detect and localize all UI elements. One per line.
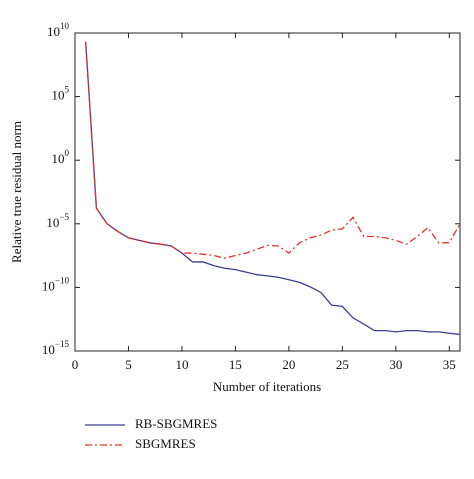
y-tick-label: 10−10 [42,275,70,293]
x-tick-label: 30 [389,357,402,372]
x-tick-label: 0 [72,357,79,372]
y-tick-label: 10−15 [42,339,70,357]
y-axis-label: Relative true residual norm [9,121,24,263]
x-tick-label: 25 [336,357,349,372]
y-tick-base: 10 [42,342,55,357]
y-tick-base: 10 [46,215,59,230]
y-tick-exponent: 5 [65,85,70,95]
x-tick-label: 20 [282,357,295,372]
y-tick-base: 10 [52,88,65,103]
x-tick-label: 10 [175,357,188,372]
plot-frame [74,32,461,352]
y-tick-exponent: 0 [65,148,70,158]
series-line [85,41,461,336]
y-tick-exponent: −5 [59,212,69,222]
x-tick-label: 15 [229,357,242,372]
y-tick-label: 1010 [47,21,70,39]
y-tick-exponent: −15 [55,339,70,349]
x-tick-label: 35 [443,357,456,372]
series-line [85,41,461,259]
y-tick-label: 105 [52,85,70,103]
y-tick-label: 100 [52,148,70,166]
legend-label: SBGMRES [135,436,196,451]
x-axis-label: Number of iterations [213,379,321,394]
y-tick-label: 10−5 [46,212,69,230]
legend-label: RB-SBGMRES [135,416,217,431]
y-tick-base: 10 [42,278,55,293]
y-tick-exponent: −10 [55,275,70,285]
y-tick-base: 10 [52,151,65,166]
y-tick-exponent: 10 [60,21,70,31]
y-tick-base: 10 [47,24,60,39]
x-tick-label: 5 [125,357,132,372]
